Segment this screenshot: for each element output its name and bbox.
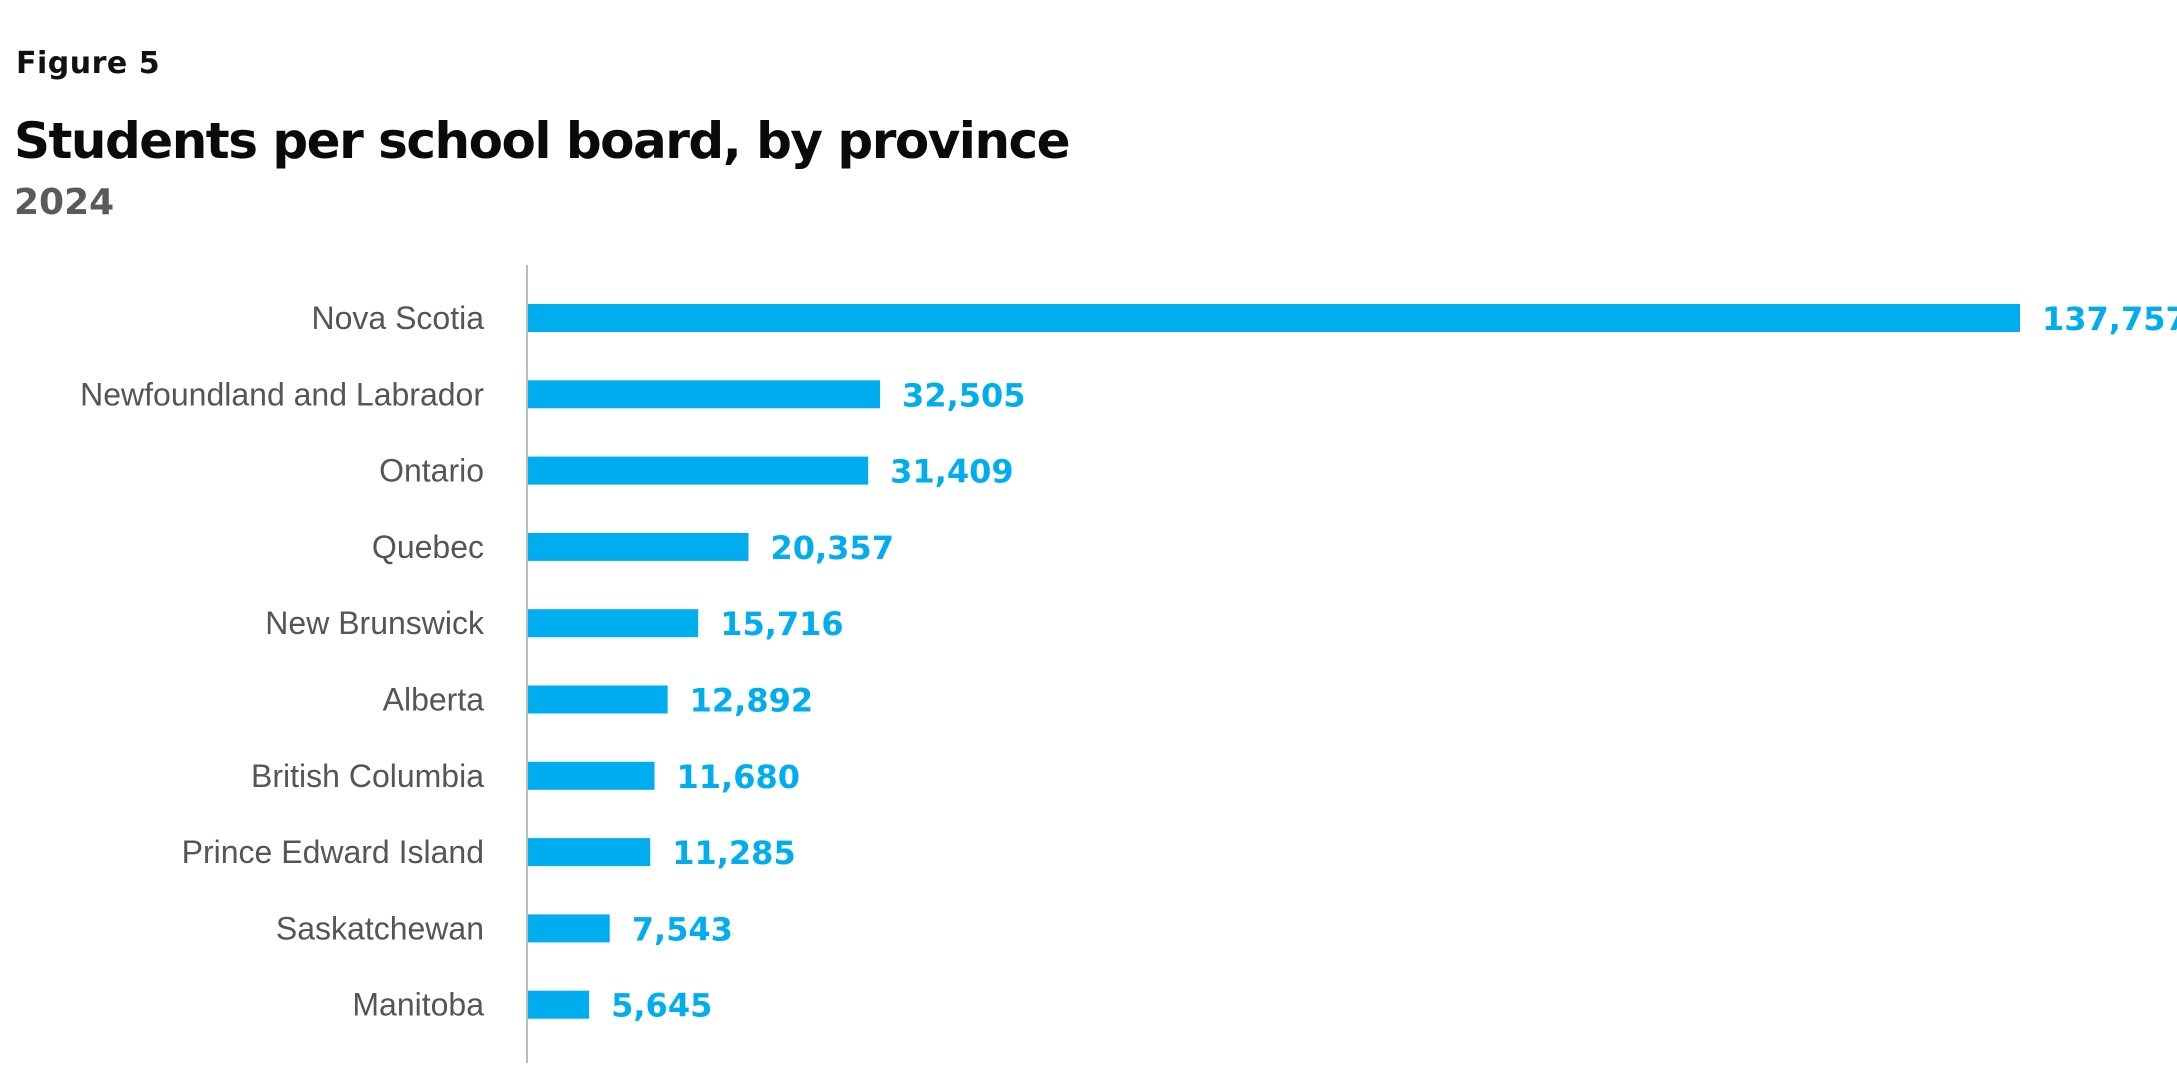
category-label: Newfoundland and Labrador [80,376,484,412]
value-label: 11,680 [677,758,800,796]
bar-alberta [528,685,668,714]
value-label: 11,285 [672,834,795,872]
category-label: Quebec [372,529,484,565]
bars-layer [528,304,2020,1019]
category-label: Manitoba [352,987,484,1023]
value-label: 137,757 [2042,300,2177,338]
bar-ontario [528,456,869,485]
chart-title: Students per school board, by province [14,112,1071,170]
value-label: 7,543 [632,910,733,948]
value-label: 15,716 [720,605,843,643]
category-label: Nova Scotia [311,300,484,336]
category-label: Prince Edward Island [182,834,484,870]
category-label: Ontario [379,453,484,489]
bar-saskatchewan [528,914,610,943]
labels-layer: Nova Scotia 137,757 Newfoundland and Labra… [80,300,2177,1025]
value-label: 20,357 [770,529,893,567]
bar-quebec [528,532,749,561]
category-label: Saskatchewan [276,910,484,946]
bar-prince-edward-island [528,838,651,867]
bar-british-columbia [528,761,655,790]
bar-new-brunswick [528,609,699,638]
bar-manitoba [528,990,590,1019]
chart-subtitle: 2024 [14,182,115,223]
bar-newfoundland-and-labrador [528,380,881,409]
category-label: Alberta [383,682,485,718]
value-label: 31,409 [890,453,1013,491]
value-label: 5,645 [611,987,712,1025]
category-label: New Brunswick [265,605,485,641]
bar-nova-scotia [528,304,2020,332]
category-label: British Columbia [251,758,484,794]
value-label: 32,505 [902,376,1025,414]
value-label: 12,892 [690,682,813,720]
figure-label: Figure 5 [16,46,161,81]
